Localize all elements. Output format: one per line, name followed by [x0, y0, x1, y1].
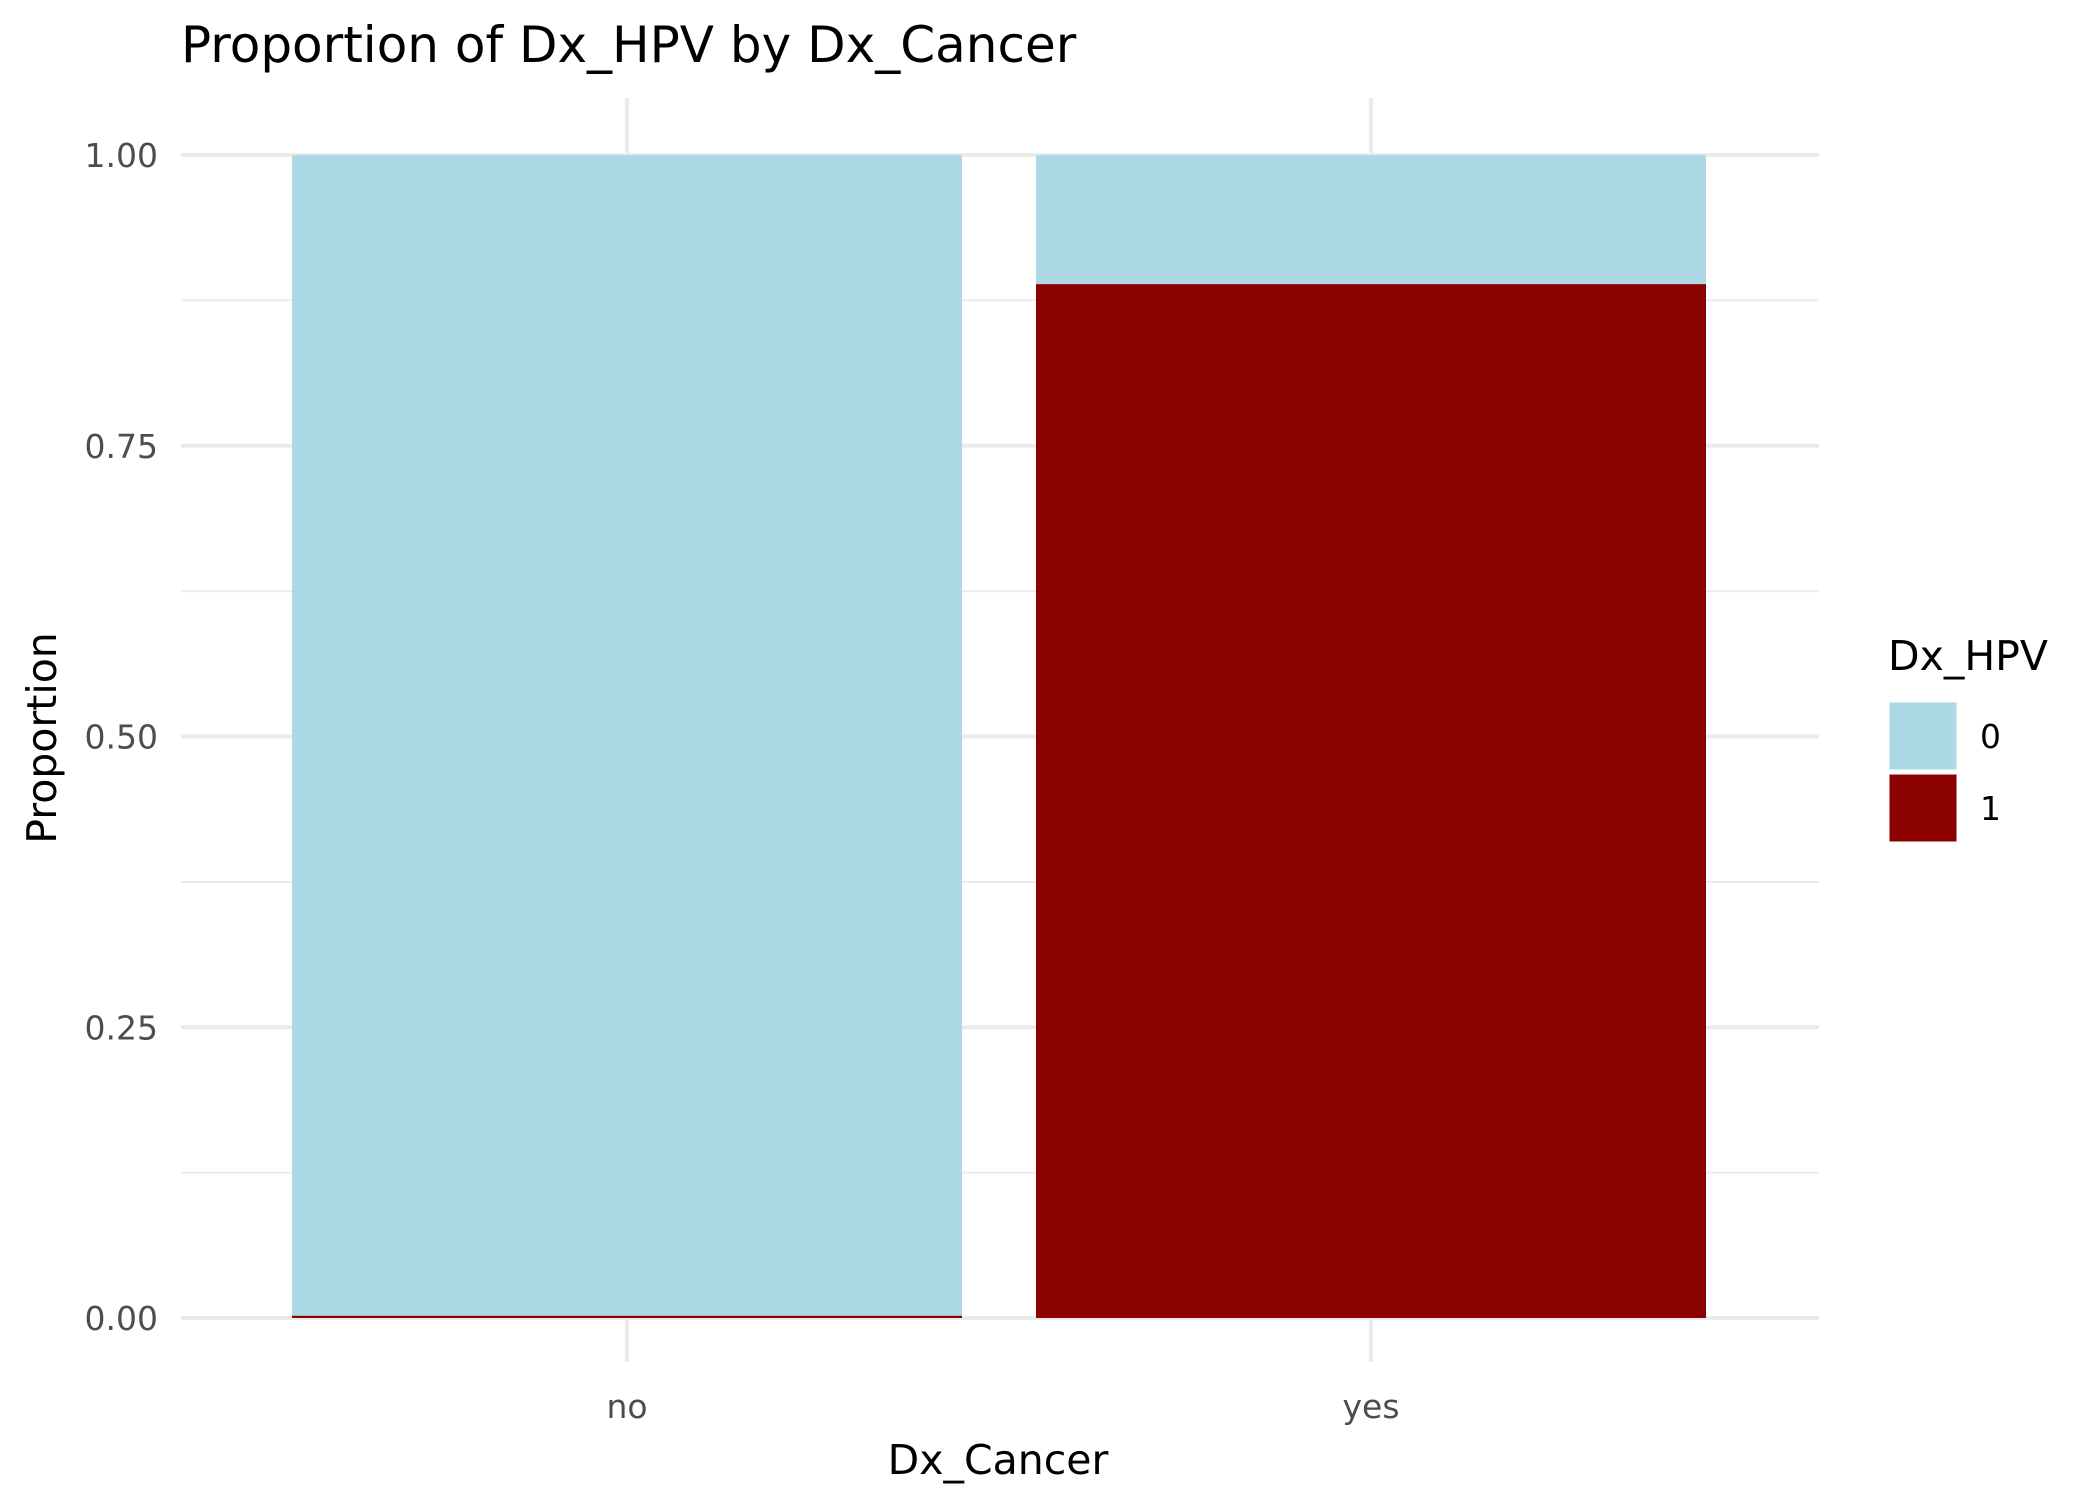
legend-key-0 [1886, 699, 1960, 773]
x-tick-label: yes [1342, 1387, 1399, 1426]
chart-title: Proportion of Dx_HPV by Dx_Cancer [181, 16, 1077, 74]
bar-yes-dx-hpv-1 [1036, 284, 1706, 1318]
legend-label-1: 1 [1980, 789, 2001, 828]
legend-title: Dx_HPV [1888, 632, 2048, 680]
bars [292, 155, 1706, 1318]
legend-label-0: 0 [1980, 717, 2001, 756]
y-tick-label: 0.75 [85, 427, 158, 466]
legend-items: 01 [1886, 699, 2001, 845]
y-tick-label: 0.00 [85, 1299, 158, 1338]
legend-key-1 [1886, 771, 1960, 845]
y-tick-label: 0.25 [85, 1008, 158, 1047]
bar-no-dx-hpv-1 [292, 1315, 962, 1318]
x-tick-label: no [606, 1387, 647, 1426]
x-axis-title: Dx_Cancer [888, 1436, 1109, 1484]
legend: Dx_HPV 01 [1886, 632, 2048, 845]
axis-labels: 0.00 0.25 0.50 0.75 1.00 no yes [85, 136, 1400, 1426]
bar-no-dx-hpv-0 [292, 155, 962, 1316]
y-tick-label: 0.50 [85, 718, 158, 757]
y-axis-title: Proportion [18, 632, 66, 844]
y-tick-label: 1.00 [85, 136, 158, 175]
bar-yes-dx-hpv-0 [1036, 155, 1706, 285]
